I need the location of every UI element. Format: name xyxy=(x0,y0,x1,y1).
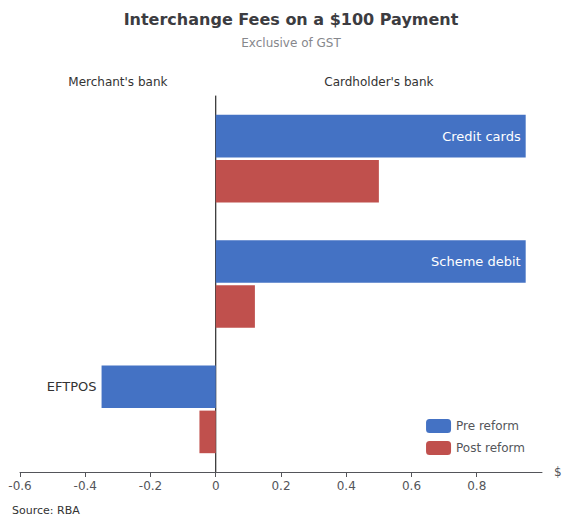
svg-text:0.2: 0.2 xyxy=(271,479,290,493)
svg-text:Cardholder's bank: Cardholder's bank xyxy=(324,75,433,89)
svg-text:-0.4: -0.4 xyxy=(74,479,97,493)
svg-text:Interchange Fees on a $100 Pay: Interchange Fees on a $100 Payment xyxy=(124,10,459,29)
svg-text:0.4: 0.4 xyxy=(337,479,356,493)
svg-text:Exclusive of GST: Exclusive of GST xyxy=(241,36,341,50)
svg-text:Merchant's bank: Merchant's bank xyxy=(68,75,167,89)
svg-text:-0.6: -0.6 xyxy=(8,479,31,493)
svg-text:Source: RBA: Source: RBA xyxy=(12,504,80,517)
svg-text:$: $ xyxy=(554,465,562,479)
svg-text:Scheme debit: Scheme debit xyxy=(431,254,521,269)
svg-text:Credit cards: Credit cards xyxy=(442,129,521,144)
svg-text:Pre reform: Pre reform xyxy=(456,419,519,433)
svg-text:EFTPOS: EFTPOS xyxy=(47,379,97,394)
svg-text:Post reform: Post reform xyxy=(456,441,525,455)
svg-text:0.6: 0.6 xyxy=(402,479,421,493)
svg-text:0: 0 xyxy=(212,479,220,493)
svg-text:0.8: 0.8 xyxy=(467,479,486,493)
svg-text:-0.2: -0.2 xyxy=(139,479,162,493)
